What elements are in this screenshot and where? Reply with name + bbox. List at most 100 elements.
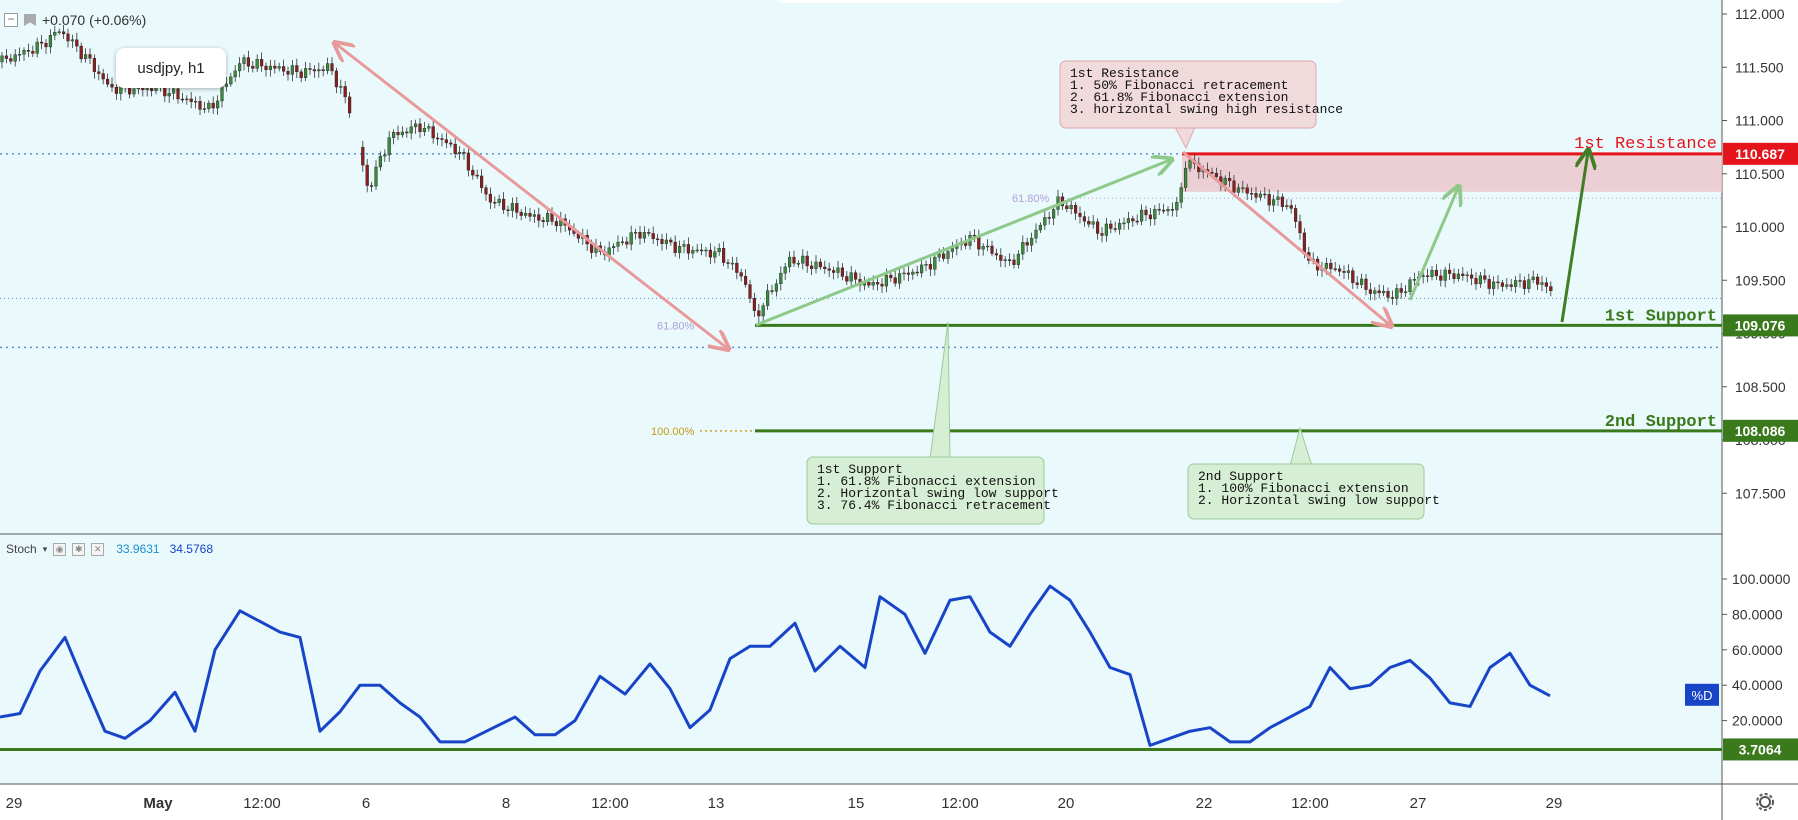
candle-body <box>554 221 558 227</box>
candle-body <box>946 251 950 259</box>
candle-body <box>132 88 136 95</box>
candle-body <box>290 65 294 75</box>
candle-body <box>871 282 875 286</box>
candle-body <box>1430 269 1434 277</box>
red-arrow-1 <box>336 44 727 348</box>
candle-body <box>678 246 682 253</box>
candle-body <box>1214 173 1218 177</box>
symbol-badge[interactable]: usdjpy, h1 <box>116 48 226 88</box>
candle-body <box>70 39 74 42</box>
candle-body <box>1135 220 1139 223</box>
candle-body <box>1469 274 1474 279</box>
candle-body <box>1131 218 1135 222</box>
support-2-price-tag: 108.086 <box>1735 423 1786 439</box>
candle-body <box>739 272 743 277</box>
close-icon[interactable]: ✕ <box>91 542 105 556</box>
candle-body <box>339 86 343 88</box>
candle-body <box>761 305 765 317</box>
candle-body <box>1245 187 1249 194</box>
candle-body <box>202 108 206 110</box>
sup1-callout-line: 2. Horizontal swing low support <box>817 486 1059 501</box>
candle-body <box>1329 263 1333 269</box>
candle-body <box>286 71 290 75</box>
candle-body <box>66 33 70 42</box>
candle-body <box>827 268 831 271</box>
candle-body <box>1170 209 1174 211</box>
candle-body <box>193 101 198 103</box>
candle-body <box>1082 216 1086 222</box>
price-tick-label: 112.000 <box>1735 6 1785 22</box>
candle-body <box>924 264 928 266</box>
candle-body <box>1465 274 1469 277</box>
candle-body <box>31 51 35 54</box>
candle-body <box>1095 221 1100 234</box>
candle-body <box>242 57 246 64</box>
candle-body <box>770 290 774 292</box>
candle-body <box>453 143 457 154</box>
candle-body <box>695 249 699 252</box>
candle-body <box>708 249 712 258</box>
settings-gear-icon[interactable] <box>1756 793 1774 811</box>
candle-body <box>1483 275 1487 280</box>
candle-body <box>1179 187 1183 203</box>
candle-body <box>722 248 726 263</box>
candle-body <box>893 277 897 284</box>
candle-body <box>1183 167 1188 188</box>
candle-body <box>1210 172 1214 174</box>
candle-body <box>1249 193 1254 195</box>
candle-body <box>656 238 660 241</box>
candle-body <box>149 88 154 92</box>
candle-body <box>1518 280 1522 282</box>
candle-body <box>282 66 286 72</box>
candle-body <box>867 281 871 286</box>
candle-body <box>35 41 39 54</box>
chevron-down-icon[interactable]: ▾ <box>42 543 48 554</box>
stoch-label[interactable]: Stoch <box>6 542 37 556</box>
candle-body <box>1549 286 1553 292</box>
gear-icon[interactable]: ✱ <box>72 542 86 556</box>
candle-body <box>1069 205 1073 210</box>
change-readout: +0.070 (+0.06%) <box>42 12 147 28</box>
candle-body <box>211 102 215 109</box>
candle-body <box>1535 276 1540 285</box>
time-tick-label: 22 <box>1196 795 1213 812</box>
time-tick-label: 6 <box>362 795 370 812</box>
candle-body <box>1395 288 1399 299</box>
candle-body <box>9 58 13 62</box>
candle-body <box>686 244 690 254</box>
candle-body <box>726 262 730 264</box>
candle-body <box>378 155 382 168</box>
candle-body <box>647 232 651 234</box>
candle-body <box>308 68 312 70</box>
candle-body <box>1104 223 1108 236</box>
candle-body <box>277 66 281 69</box>
candle-body <box>471 169 475 176</box>
candle-body <box>1434 269 1438 277</box>
flag-icon[interactable] <box>24 14 36 26</box>
candle-body <box>220 86 224 102</box>
candle-body <box>488 193 492 203</box>
stoch-d-tag: %D <box>1692 688 1713 703</box>
candle-body <box>818 261 822 268</box>
candle-body <box>145 88 149 90</box>
candle-body <box>691 250 695 254</box>
candle-body <box>400 131 404 136</box>
candle-body <box>1439 275 1443 281</box>
candle-body <box>1447 269 1452 274</box>
candle-body <box>502 198 506 210</box>
green-arrow-3 <box>1560 152 1588 323</box>
candle-body <box>171 88 176 94</box>
candle-body <box>1227 178 1232 182</box>
candle-body <box>1122 222 1126 225</box>
support-1-label: 1st Support <box>1605 307 1717 326</box>
candle-body <box>105 78 110 85</box>
candle-body <box>365 164 369 186</box>
candle-body <box>1461 273 1465 276</box>
candle-body <box>981 246 985 250</box>
candle-body <box>374 166 378 187</box>
eye-icon[interactable]: ◉ <box>53 542 67 556</box>
candle-body <box>920 264 924 274</box>
candle-body <box>427 126 431 129</box>
collapse-icon[interactable]: − <box>4 13 18 27</box>
